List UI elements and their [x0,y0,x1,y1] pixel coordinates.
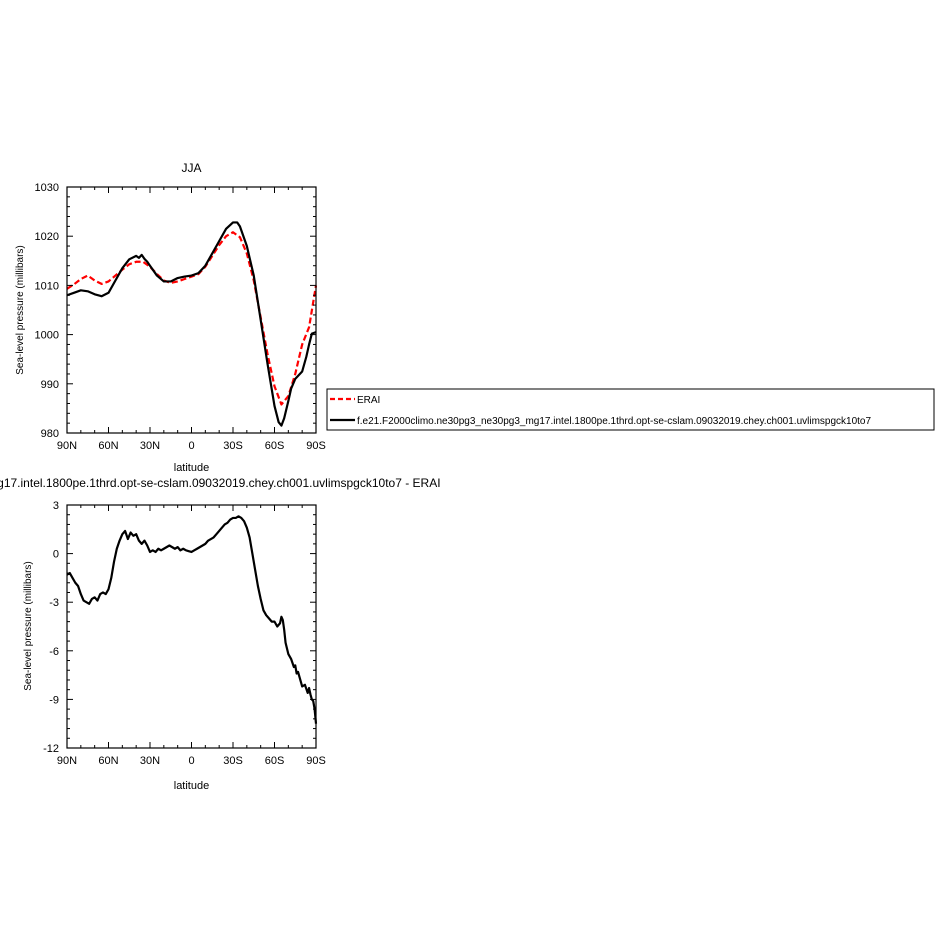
top-chart-x-tick-label: 60S [265,440,285,452]
top-chart-x-tick-label: 90N [57,440,77,452]
top-chart-y-tick-label: 980 [41,428,59,440]
bottom-chart-x-tick-label: 30N [140,755,160,767]
bottom-chart-x-tick-label: 30S [223,755,243,767]
top-chart-x-tick-label: 0 [188,440,194,452]
bottom-chart-y-axis-label: Sea-level pressure (millibars) [23,561,34,690]
bottom-chart-ticks: 90N 60N 30N 0 30S 60S 90S -12 -9 -6 -3 0 3 [43,500,326,767]
bottom-chart-y-tick-label: -3 [49,597,59,609]
bottom-chart-x-tick-label: 60S [265,755,285,767]
bottom-chart-y-tick-label: 0 [53,549,59,561]
legend-box [326,388,935,431]
bottom-chart-x-tick-label: 90S [306,755,326,767]
top-chart-x-tick-label: 90S [306,440,326,452]
bottom-chart-panel: f.e21.F2000climo.ne30pg3_ne30pg3_mg17.in… [0,476,441,792]
top-chart-x-tick-label: 30S [223,440,243,452]
top-chart-y-tick-label: 1030 [35,182,59,194]
bottom-chart-x-tick-label: 0 [188,755,194,767]
legend-label-erai: ERAI [357,395,380,406]
bottom-chart-y-tick-label: 3 [53,500,59,512]
top-chart-y-tick-label: 1020 [35,231,59,243]
top-chart-panel: JJA 90N 60N 30N 0 30S 60S 90S 980 990 1000 1010 102… [15,161,326,474]
top-chart-title: JJA [181,161,201,175]
bottom-chart-title: f.e21.F2000climo.ne30pg3_ne30pg3_mg17.in… [0,476,441,490]
top-chart-series-line-1 [66,221,317,427]
bottom-chart-x-axis-label: latitude [174,780,209,792]
top-chart-y-tick-label: 990 [41,379,59,391]
top-chart-x-tick-label: 30N [140,440,160,452]
top-chart-series-group [66,221,318,427]
top-chart-x-axis-label: latitude [174,462,209,474]
top-chart-y-axis-label: Sea-level pressure (millibars) [15,245,26,374]
top-chart-y-tick-label: 1010 [35,280,59,292]
bottom-chart-y-tick-label: -6 [49,646,59,658]
legend: ERAI f.e21.F2000climo.ne30pg3_ne30pg3_mg… [326,388,935,431]
top-chart-ticks: 90N 60N 30N 0 30S 60S 90S 980 990 1000 1010 1020 103… [35,182,326,452]
top-chart-y-tick-label: 1000 [35,330,59,342]
bottom-chart-series-line-0 [66,515,318,724]
top-chart-x-tick-label: 60N [98,440,118,452]
bottom-chart-y-tick-label: -9 [49,694,59,706]
bottom-chart-x-tick-label: 90N [57,755,77,767]
top-chart-series-line-0 [66,231,318,406]
legend-label-model: f.e21.F2000climo.ne30pg3_ne30pg3_mg17.in… [357,416,871,427]
bottom-chart-x-tick-label: 60N [98,755,118,767]
bottom-chart-y-tick-label: -12 [43,743,59,755]
bottom-chart-series-group [66,515,318,724]
